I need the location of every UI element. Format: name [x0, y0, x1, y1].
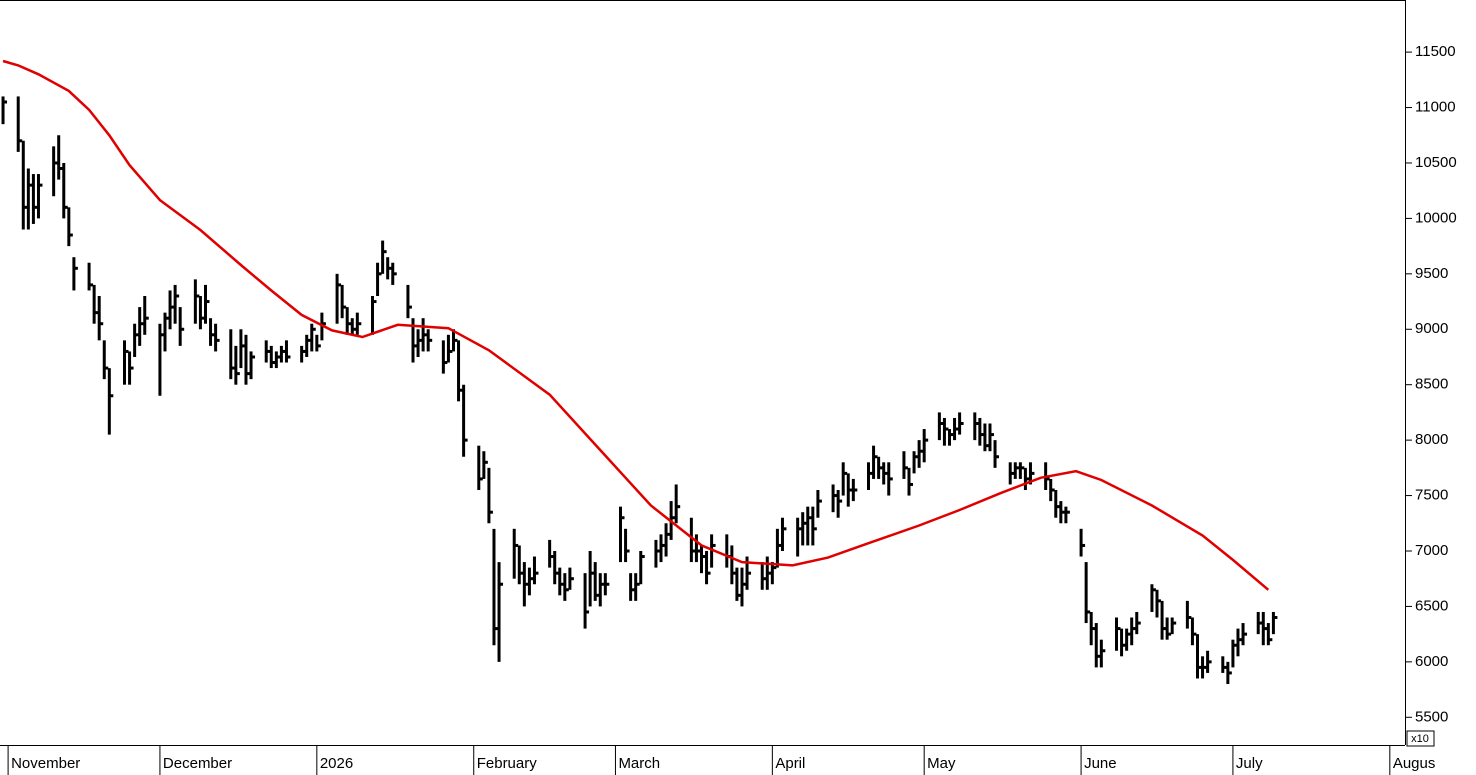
x-tick-label: March — [618, 755, 660, 772]
y-tick-label: 9000 — [1415, 320, 1448, 337]
y-tick-label: 9500 — [1415, 265, 1448, 282]
x-tick-label: December — [163, 755, 232, 772]
x-tick-label: July — [1236, 755, 1263, 772]
y-tick-label: 11000 — [1415, 99, 1456, 116]
y-tick-label: 10000 — [1415, 209, 1457, 226]
y-tick-label: 7000 — [1415, 542, 1448, 559]
x-tick-label: November — [11, 755, 80, 772]
y-multiplier-label: x10 — [1411, 733, 1429, 745]
y-tick-label: 6000 — [1415, 653, 1448, 670]
multiplier-box — [1406, 730, 1435, 747]
y-tick-label: 7500 — [1415, 487, 1448, 504]
y-tick-label: 5500 — [1415, 708, 1448, 725]
x-tick-label: April — [775, 755, 805, 772]
x-tick-label: 2026 — [320, 755, 353, 772]
y-tick-label: 10500 — [1415, 154, 1457, 171]
moving-average — [2, 59, 1270, 591]
y-tick-label: 6500 — [1415, 597, 1448, 614]
x-tick-label: Augus — [1393, 755, 1436, 772]
y-tick-label: 8500 — [1415, 376, 1448, 393]
x-tick-label: June — [1084, 755, 1117, 772]
y-tick-label: 8000 — [1415, 431, 1448, 448]
x-tick-label: February — [477, 755, 538, 772]
y-tick-label: 11500 — [1415, 43, 1456, 60]
x-tick-label: May — [927, 755, 956, 772]
